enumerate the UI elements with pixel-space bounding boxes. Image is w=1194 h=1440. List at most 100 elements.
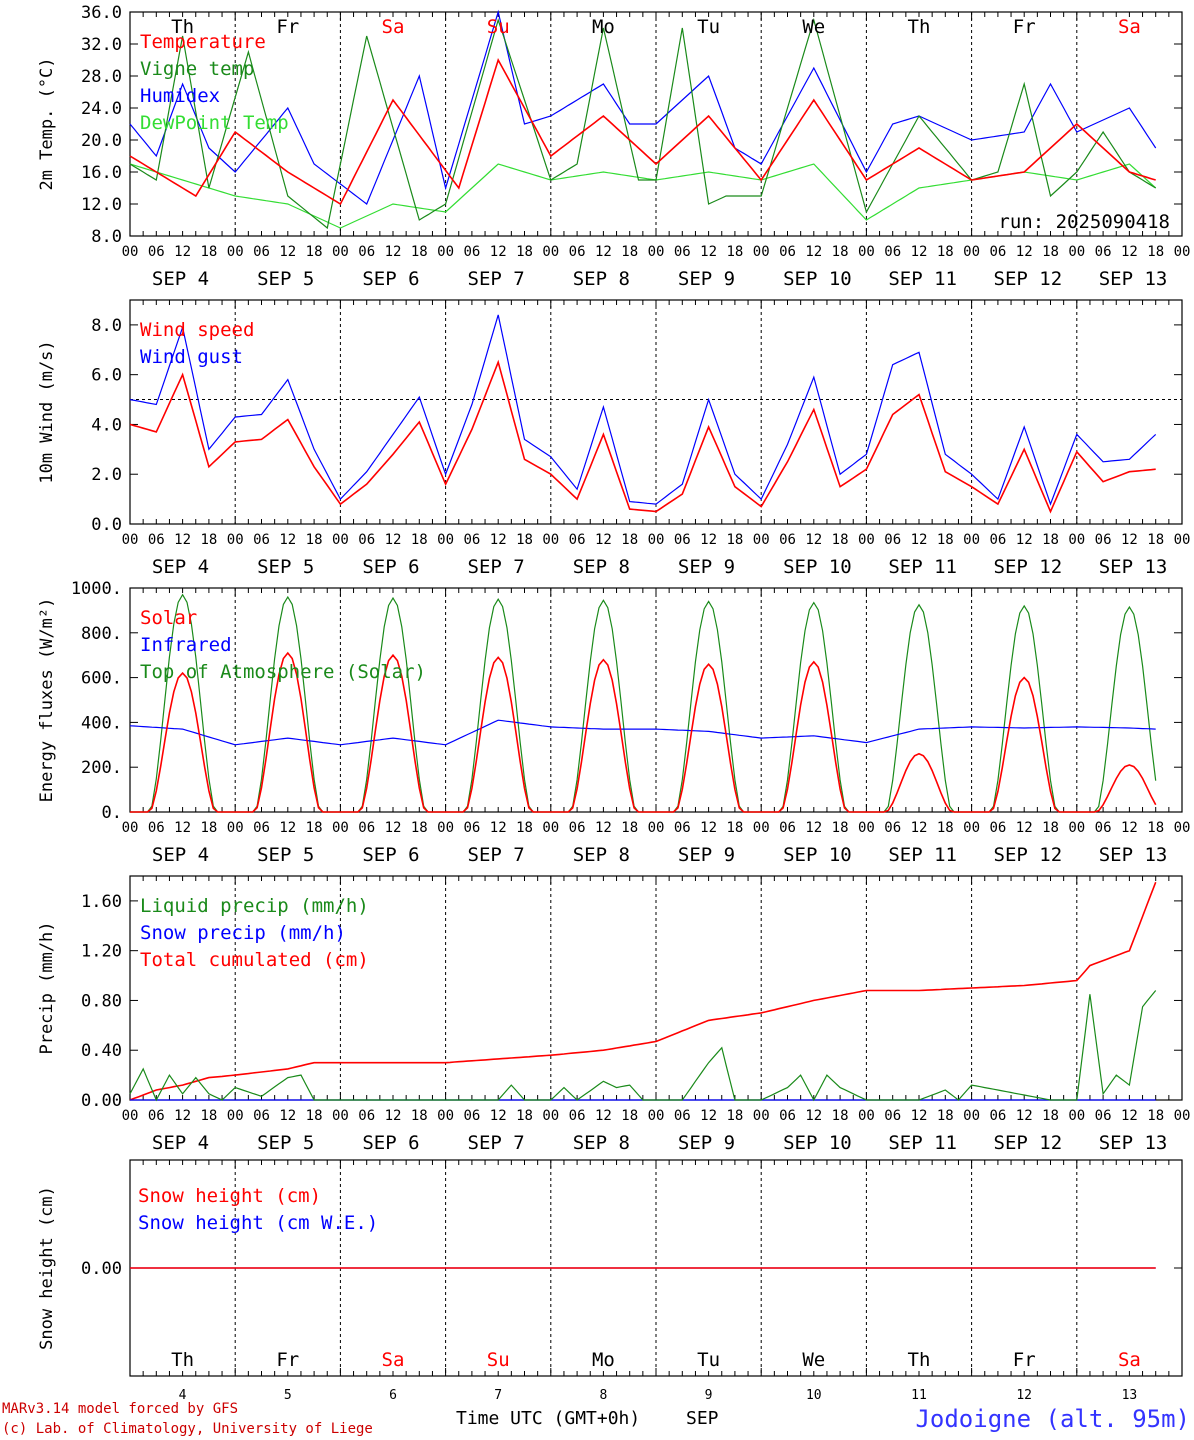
hour-tick-label: 18 — [411, 820, 428, 836]
station-label: Jodoigne (alt. 95m) — [915, 1405, 1190, 1433]
hour-tick-label: 06 — [674, 1108, 691, 1124]
hour-tick-label: 00 — [227, 244, 244, 260]
date-label: SEP 13 — [1099, 556, 1168, 578]
y-tick-label: 0.40 — [81, 1041, 122, 1061]
y-axis-label: Snow height (cm) — [37, 1186, 57, 1350]
date-label: SEP 5 — [257, 556, 314, 578]
y-tick-label: 8.0 — [91, 227, 122, 247]
hour-tick-label: 18 — [937, 532, 954, 548]
day-number: 4 — [179, 1388, 187, 1403]
series-line-1 — [129, 990, 1157, 1102]
hour-tick-label: 12 — [1016, 244, 1033, 260]
date-label: SEP 6 — [362, 556, 419, 578]
legend-entry: Wind speed — [140, 319, 254, 341]
hour-tick-label: 06 — [463, 532, 480, 548]
hour-tick-label: 00 — [122, 1108, 139, 1124]
legend-entry: Top of Atmosphere (Solar) — [140, 661, 426, 683]
hour-tick-label: 18 — [726, 244, 743, 260]
hour-tick-label: 06 — [674, 244, 691, 260]
plot-frame — [129, 299, 1183, 525]
day-name: We — [802, 1349, 825, 1371]
hour-tick-label: 06 — [1095, 532, 1112, 548]
series-line-3 — [130, 593, 1157, 813]
date-label: SEP 8 — [573, 556, 630, 578]
hour-tick-label: 00 — [437, 1108, 454, 1124]
hour-tick-label: 18 — [306, 532, 323, 548]
hour-tick-label: 00 — [963, 820, 980, 836]
series-line-1 — [130, 651, 1157, 813]
day-name: Th — [908, 1349, 931, 1371]
chart-panel-2: 0.0 2.0 4.0 6.0 8.0 10m Wind (m/s) Wind speed W… — [37, 299, 1190, 578]
hour-tick-label: 00 — [332, 1108, 349, 1124]
hour-tick-label: 18 — [200, 820, 217, 836]
legend-entry: Liquid precip (mm/h) — [140, 895, 369, 917]
date-label: SEP 7 — [468, 556, 525, 578]
hour-tick-label: 18 — [411, 1108, 428, 1124]
hour-tick-label: 18 — [621, 532, 638, 548]
date-label: SEP 12 — [994, 1132, 1063, 1154]
y-tick-label: 0.00 — [81, 1091, 122, 1111]
hour-tick-label: 12 — [700, 532, 717, 548]
day-number: 9 — [705, 1388, 713, 1403]
hour-tick-label: 12 — [174, 244, 191, 260]
hour-tick-label: 18 — [1147, 532, 1164, 548]
day-name: Th — [908, 16, 931, 38]
hour-tick-label: 18 — [1147, 820, 1164, 836]
hour-tick-label: 00 — [542, 244, 559, 260]
hour-tick-label: 06 — [148, 532, 165, 548]
hour-tick-label: 12 — [911, 1108, 928, 1124]
chart-panel-1: 8.0 12.0 16.0 20.0 24.0 28.0 32.0 36.0 2m Temp. … — [37, 3, 1190, 290]
hour-tick-label: 12 — [805, 244, 822, 260]
series-line-2 — [129, 314, 1157, 506]
hour-tick-label: 00 — [542, 1108, 559, 1124]
hour-tick-label: 00 — [858, 532, 875, 548]
run-label: run: 2025090418 — [998, 211, 1170, 233]
hour-tick-label: 18 — [1147, 244, 1164, 260]
hour-tick-label: 18 — [516, 244, 533, 260]
y-tick-label: 0.0 — [91, 515, 122, 535]
legend-entry: Infrared — [140, 634, 232, 656]
legend-entry: DewPoint Temp — [140, 112, 289, 134]
hour-tick-label: 12 — [911, 244, 928, 260]
footer-model: MARv3.14 model forced by GFS — [2, 1401, 238, 1417]
hour-tick-label: 18 — [1042, 1108, 1059, 1124]
hour-tick-label: 18 — [200, 532, 217, 548]
date-label: SEP 6 — [362, 268, 419, 290]
date-label: SEP 11 — [888, 844, 957, 866]
y-tick-label: 800. — [81, 624, 122, 644]
time-axis-label: Time UTC (GMT+0h) — [456, 1408, 640, 1429]
hour-tick-label: 12 — [595, 532, 612, 548]
legend-entry: Solar — [140, 607, 197, 629]
day-name: Th — [171, 1349, 194, 1371]
hour-tick-label: 12 — [174, 532, 191, 548]
hour-tick-label: 00 — [1068, 244, 1085, 260]
date-label: SEP 11 — [888, 1132, 957, 1154]
date-label: SEP 8 — [573, 268, 630, 290]
date-label: SEP 10 — [783, 1132, 852, 1154]
date-label: SEP 10 — [783, 268, 852, 290]
y-tick-label: 8.0 — [91, 316, 122, 336]
date-label: SEP 12 — [994, 844, 1063, 866]
date-label: SEP 4 — [152, 1132, 209, 1154]
hour-tick-label: 18 — [200, 1108, 217, 1124]
hour-tick-label: 12 — [385, 820, 402, 836]
hour-tick-label: 12 — [1016, 532, 1033, 548]
hour-tick-label: 12 — [279, 244, 296, 260]
hour-tick-label: 00 — [648, 820, 665, 836]
hour-tick-label: 06 — [253, 1108, 270, 1124]
hour-tick-label: 12 — [490, 820, 507, 836]
date-label: SEP 8 — [573, 844, 630, 866]
hour-tick-label: 12 — [490, 532, 507, 548]
series-line-3 — [129, 9, 1157, 205]
hour-tick-label: 12 — [700, 1108, 717, 1124]
hour-tick-label: 12 — [700, 244, 717, 260]
hour-tick-label: 00 — [963, 1108, 980, 1124]
hour-tick-label: 12 — [279, 532, 296, 548]
hour-tick-label: 00 — [122, 532, 139, 548]
hour-tick-label: 06 — [148, 820, 165, 836]
date-label: SEP 9 — [678, 844, 735, 866]
day-name: Fr — [1013, 16, 1036, 38]
y-tick-label: 1.60 — [81, 892, 122, 912]
hour-tick-label: 12 — [490, 244, 507, 260]
hour-tick-label: 06 — [569, 244, 586, 260]
